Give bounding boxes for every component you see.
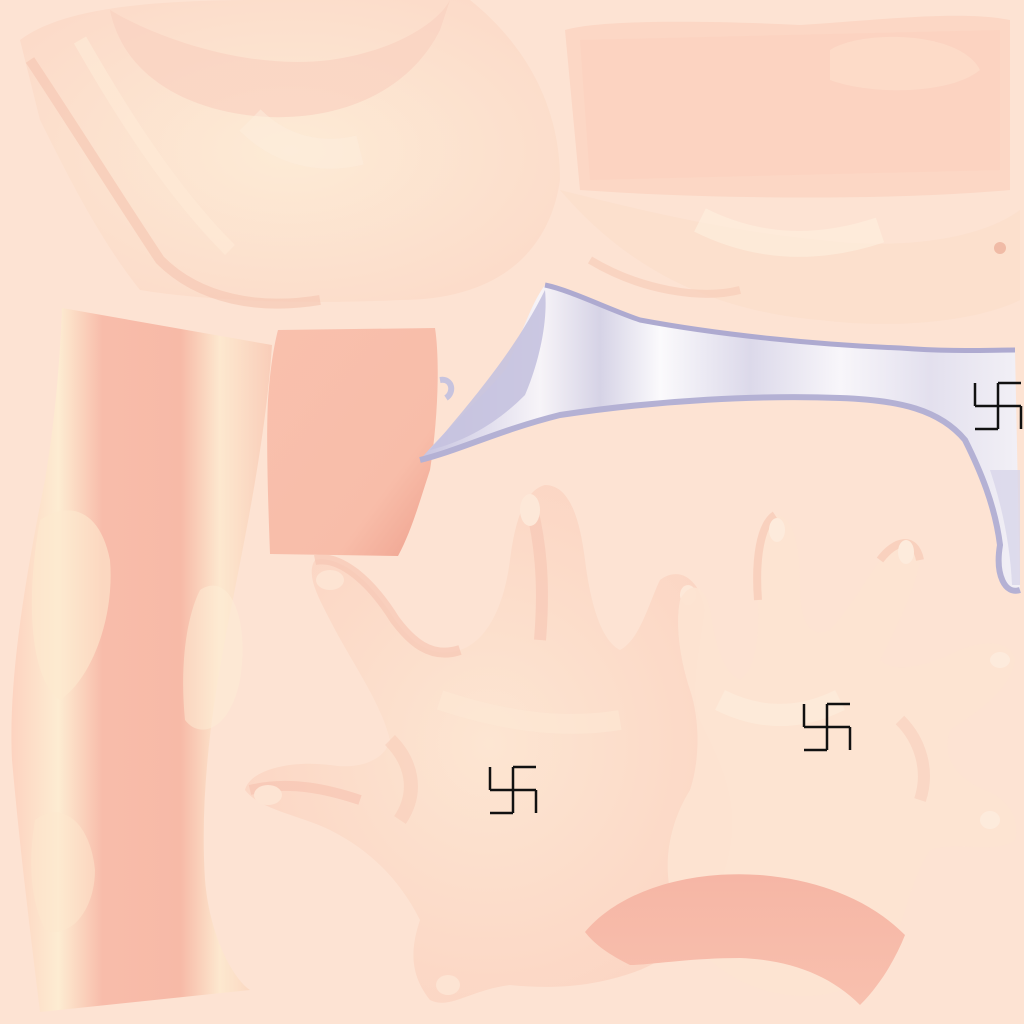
fingernail-left-5 (436, 975, 460, 995)
fingernail-right-4 (980, 811, 1000, 829)
arm-strip (11, 308, 272, 1012)
fingernail-right-3 (990, 652, 1010, 668)
fingernail-left-3 (254, 785, 282, 805)
navel-mark (994, 242, 1006, 254)
fingernail-left-1 (520, 494, 540, 526)
fingernail-left-2 (316, 570, 344, 590)
hooked-cross-symbol-2 (488, 765, 538, 815)
arm-patch (267, 328, 455, 556)
wrist-band (585, 874, 905, 1005)
left-hand (245, 485, 733, 1003)
fingernail-right-1 (769, 518, 785, 542)
fingernail-right-2 (898, 540, 914, 564)
torso-upper-right (560, 15, 1020, 324)
underwear-band (419, 282, 1021, 594)
hooked-cross-symbol-1 (973, 381, 1023, 431)
torso-upper-left (20, 0, 560, 309)
hooked-cross-symbol-3 (802, 702, 852, 752)
